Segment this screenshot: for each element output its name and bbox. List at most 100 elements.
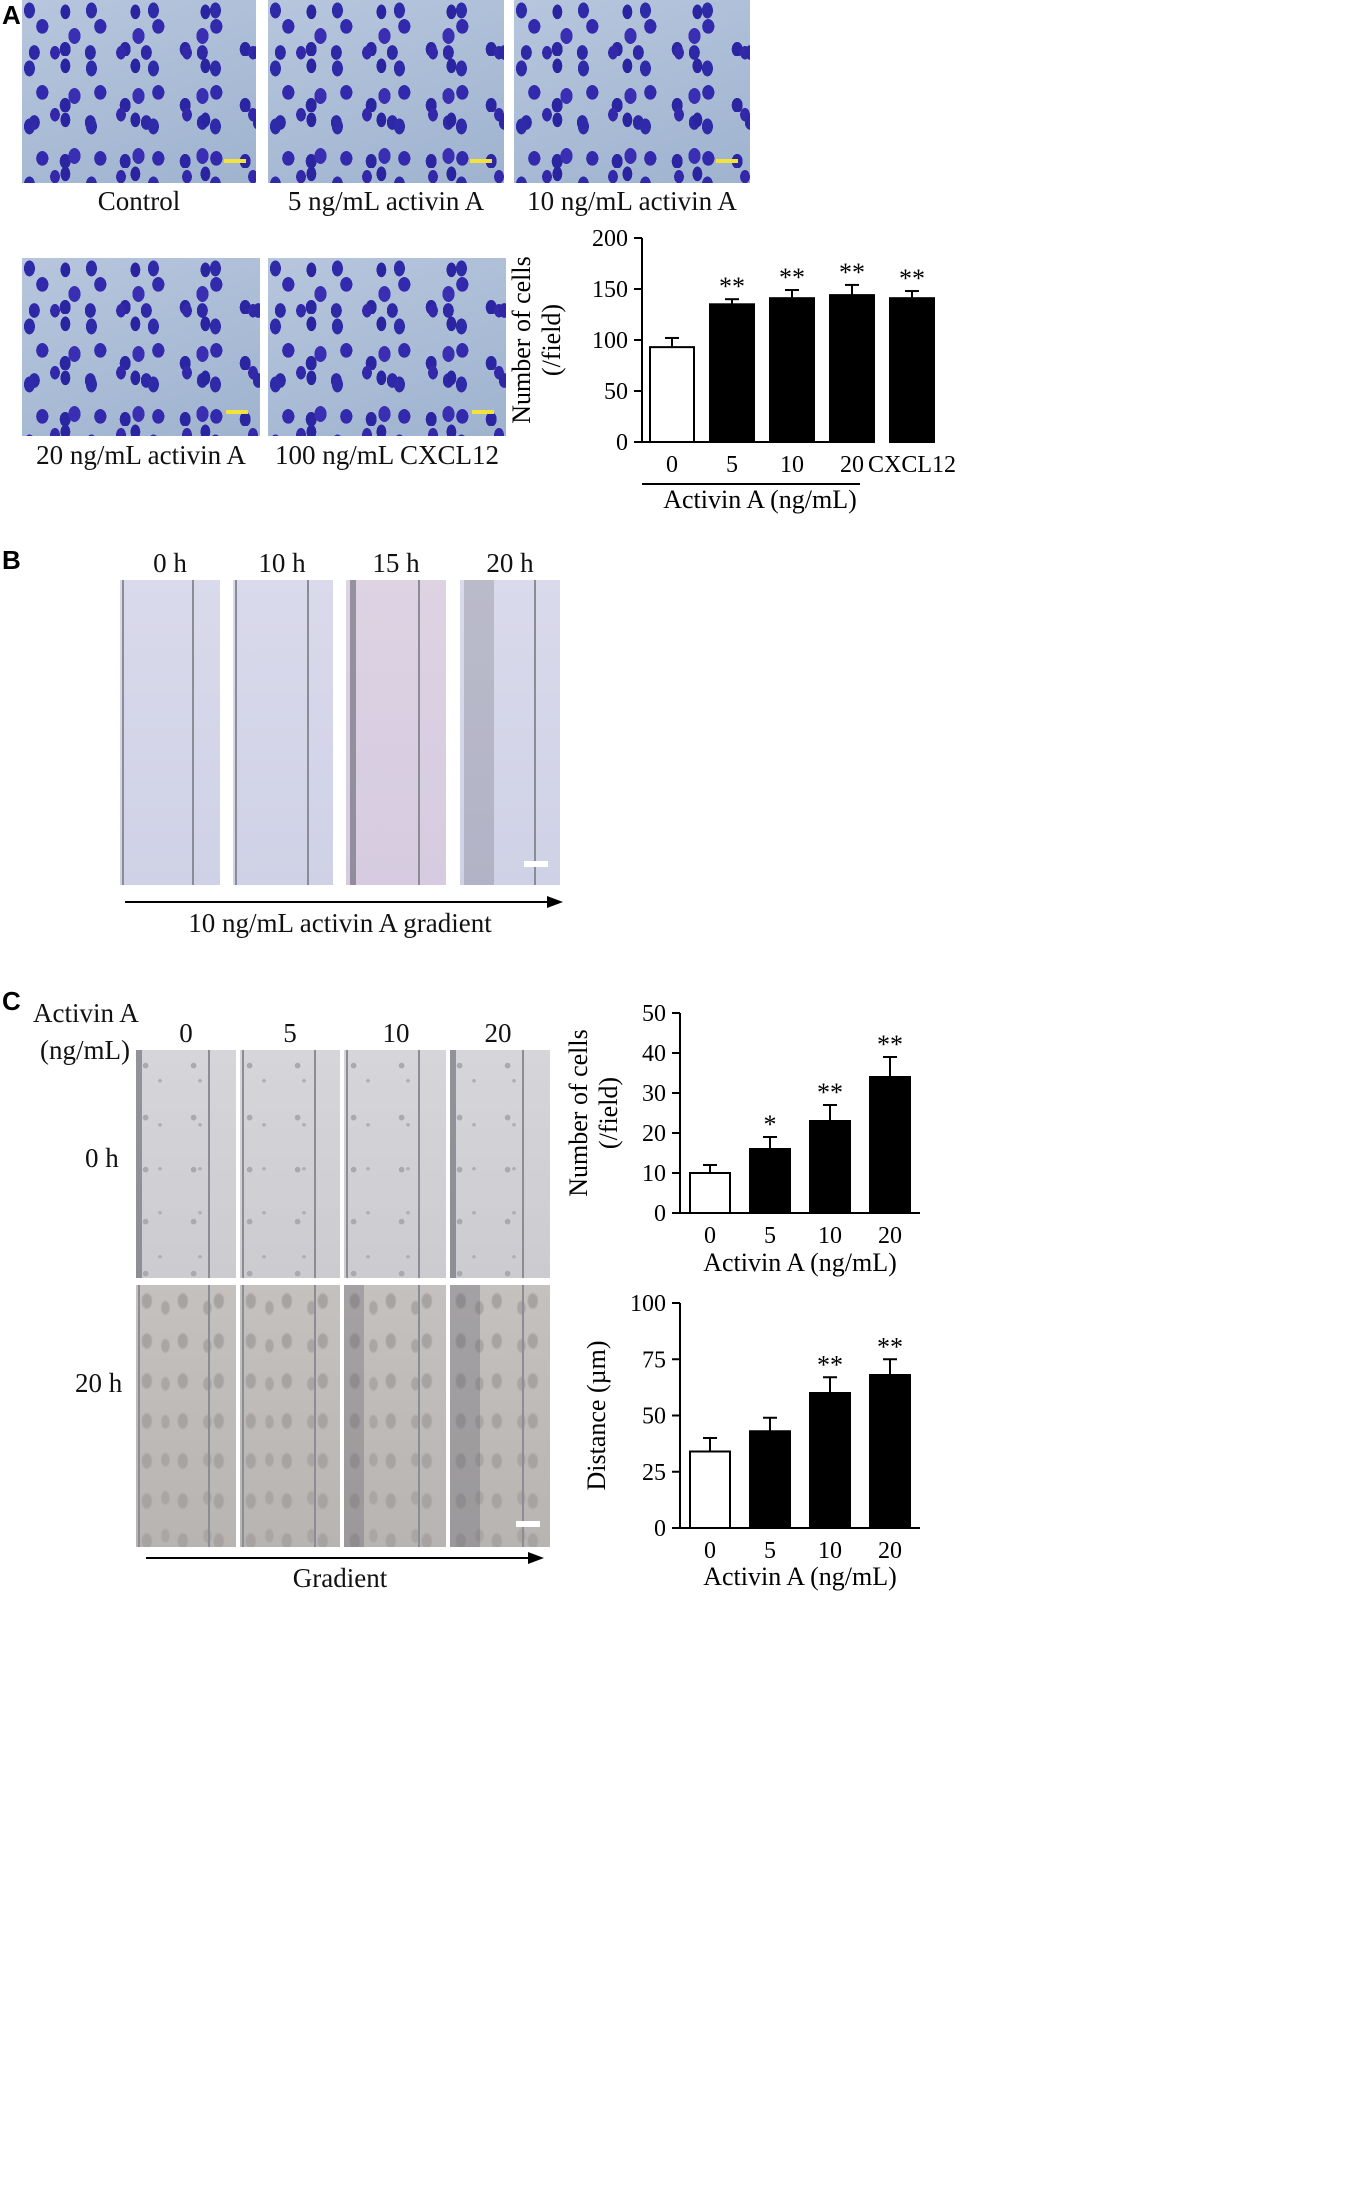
y-tick-label: 0 [616,430,628,456]
micrograph-control [22,0,256,183]
x-axis-label: Activin A (ng/mL) [703,1562,897,1591]
significance-mark: ** [899,264,925,293]
image-label-cxcl12: 100 ng/mL CXCL12 [274,440,499,470]
scale-bar [472,410,494,414]
x-tick-label: 10 [780,452,804,478]
y-axis-label-unit: (/field) [537,304,566,376]
bar-20 [869,1374,911,1529]
channel-image-15h [346,580,446,885]
scale-bar [470,159,492,163]
significance-mark: ** [817,1350,843,1379]
y-tick-label: 50 [604,379,628,405]
x-tick-label: 0 [704,1538,716,1564]
x-tick-label: 20 [878,1538,902,1564]
channel-image-20h [460,580,560,885]
gradient-label-b: 10 ng/mL activin A gradient [188,908,492,938]
x-tick-label: CXCL12 [868,452,956,478]
micrograph-cxcl12 [268,258,506,436]
y-tick-label: 150 [592,277,628,303]
channel-image-20-20h [450,1285,550,1547]
channel-image-20-0h [450,1050,550,1278]
y-tick-label: 40 [642,1041,666,1067]
y-tick-label: 100 [630,1291,666,1317]
y-tick-label: 20 [642,1121,666,1147]
significance-mark: ** [817,1078,843,1107]
panel-letter-a: A [2,0,21,30]
bar-5 [749,1430,791,1529]
bar-20 [869,1076,911,1214]
y-axis-label-unit: (/field) [594,1077,623,1149]
y-tick-label: 10 [642,1161,666,1187]
bar-10 [769,297,815,444]
x-axis-label: Activin A (ng/mL) [703,1248,897,1277]
col-label-20: 20 [484,1018,512,1048]
y-tick-label: 30 [642,1081,666,1107]
x-tick-label: 20 [878,1223,902,1249]
x-tick-label: 0 [704,1223,716,1249]
y-tick-label: 0 [654,1201,666,1227]
col-label-5: 5 [283,1018,297,1048]
bar-CXCL12 [889,297,935,444]
significance-mark: ** [719,272,745,301]
row-header-line2: (ng/mL) [40,1035,130,1065]
x-tick-label: 5 [764,1223,776,1249]
row-label-20h: 20 h [75,1368,123,1398]
scale-bar [516,1521,540,1527]
y-axis-label: Distance (µm) [582,1341,611,1491]
channel-image-0-20h [136,1285,236,1547]
micrograph-5-activin [268,0,504,183]
scale-bar [524,861,548,867]
image-label-5-activin: 5 ng/mL activin A [287,186,485,216]
bar-0 [649,346,695,443]
channel-image-10h [233,580,333,885]
scale-bar [716,159,738,163]
gradient-arrow-c [146,1552,544,1564]
y-tick-label: 50 [642,1001,666,1027]
channel-image-0h [120,580,220,885]
image-label-control: Control [97,186,181,216]
significance-mark: * [764,1110,777,1139]
col-label-10: 10 [382,1018,410,1048]
x-tick-label: 10 [818,1223,842,1249]
y-tick-label: 100 [592,328,628,354]
panel-letter-b: B [2,545,21,575]
channel-image-10-20h [344,1285,446,1547]
x-tick-label: 5 [726,452,738,478]
bar-0 [689,1172,731,1214]
y-axis-label: Number of cells [565,1029,593,1197]
x-axis-label: Activin A (ng/mL) [663,485,857,514]
col-label-0: 0 [179,1018,193,1048]
x-tick-label: 10 [818,1538,842,1564]
y-tick-label: 50 [642,1404,666,1430]
channel-image-5-20h [240,1285,340,1547]
bar-5 [709,303,755,443]
gradient-arrow-b [125,896,563,908]
channel-image-10-0h [344,1050,446,1278]
y-axis-label: Number of cells [507,256,536,424]
significance-mark: ** [877,1332,903,1361]
panel-letter-c: C [2,986,21,1016]
image-label-10-activin: 10 ng/mL activin A [527,186,737,216]
scale-bar [224,159,246,163]
image-label-20-activin: 20 ng/mL activin A [36,440,246,470]
time-label-0h: 0 h [153,548,187,578]
y-tick-label: 75 [642,1347,666,1373]
bar-20 [829,294,875,444]
time-label-20h: 20 h [486,548,534,578]
x-tick-label: 0 [666,452,678,478]
x-tick-label: 20 [840,452,864,478]
significance-mark: ** [779,263,805,292]
micrograph-20-activin [22,258,260,436]
y-tick-label: 200 [592,226,628,252]
time-label-10h: 10 h [258,548,306,578]
y-tick-label: 0 [654,1516,666,1542]
x-tick-label: 5 [764,1538,776,1564]
y-tick-label: 25 [642,1460,666,1486]
row-label-0h: 0 h [85,1143,119,1173]
bar-10 [809,1392,851,1529]
channel-image-0-0h [136,1050,236,1278]
gradient-label-c: Gradient [292,1563,388,1593]
scale-bar [226,410,248,414]
